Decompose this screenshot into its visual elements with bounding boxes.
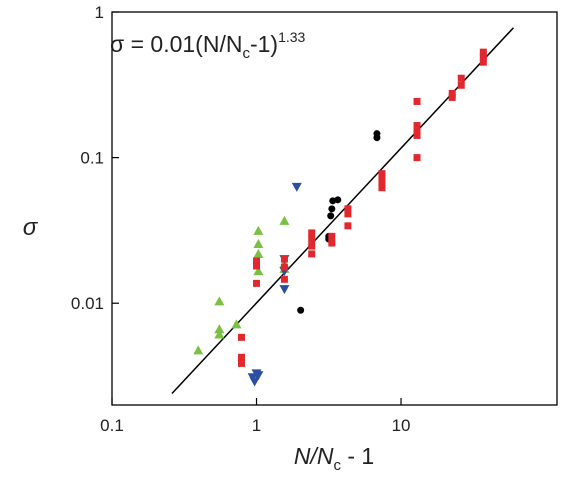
data-point (253, 225, 264, 235)
data-point (308, 229, 316, 237)
data-point (253, 266, 264, 276)
x-tick-label: 0.1 (100, 416, 124, 435)
data-point (279, 285, 290, 295)
data-point (214, 296, 225, 306)
data-point (280, 275, 288, 283)
x-axis-label: N/Nc - 1 (294, 443, 374, 474)
data-point (253, 239, 264, 249)
data-point (253, 262, 261, 270)
data-point (279, 215, 290, 225)
x-tick-label: 10 (392, 416, 411, 435)
data-point (297, 306, 305, 314)
data-point (413, 154, 421, 162)
data-point (448, 93, 456, 101)
data-point (413, 97, 421, 105)
fit-line (171, 27, 515, 394)
data-point (328, 239, 336, 247)
data-point (327, 212, 335, 220)
data-point (457, 81, 465, 89)
data-point (253, 248, 264, 258)
annotation-superscript: 1.33 (278, 29, 305, 45)
data-point (328, 205, 336, 213)
data-point (308, 242, 316, 250)
y-tick-label: 0.01 (71, 294, 104, 313)
annotation-text-after: -1) (250, 31, 278, 57)
data-point (308, 235, 316, 243)
data-point (247, 373, 258, 383)
annotation-text: σ = 0.01(N/N (110, 31, 242, 57)
x-label-text: N/N (294, 443, 334, 469)
plot-frame (111, 11, 558, 406)
data-point (214, 329, 225, 339)
data-point (378, 184, 386, 192)
data-point (334, 196, 342, 204)
data-point (214, 324, 225, 334)
annotation-subscript: c (242, 45, 250, 62)
annotation: σ = 0.01(N/Nc-1)1.33 (110, 29, 306, 62)
data-point (457, 74, 465, 82)
data-point (231, 319, 242, 329)
data-point (253, 279, 261, 287)
data-point (344, 210, 352, 218)
data-point (328, 232, 336, 240)
data-point (291, 182, 302, 192)
y-axis-label: σ (23, 214, 39, 241)
data-point (237, 353, 245, 361)
data-point (237, 359, 245, 367)
y-tick-label: 0.1 (80, 149, 104, 168)
x-tick-label: 1 (252, 416, 261, 435)
data-point (237, 333, 245, 341)
data-point (280, 263, 288, 271)
data-point (193, 345, 204, 355)
data-point (280, 255, 288, 263)
data-point (308, 250, 316, 258)
data-point (344, 222, 352, 230)
data-point (413, 131, 421, 139)
data-point (479, 58, 487, 66)
data-point (373, 134, 381, 142)
y-tick-label: 1 (95, 3, 104, 22)
x-label-text-after: - 1 (341, 443, 374, 469)
x-label-subscript: c (333, 457, 341, 474)
